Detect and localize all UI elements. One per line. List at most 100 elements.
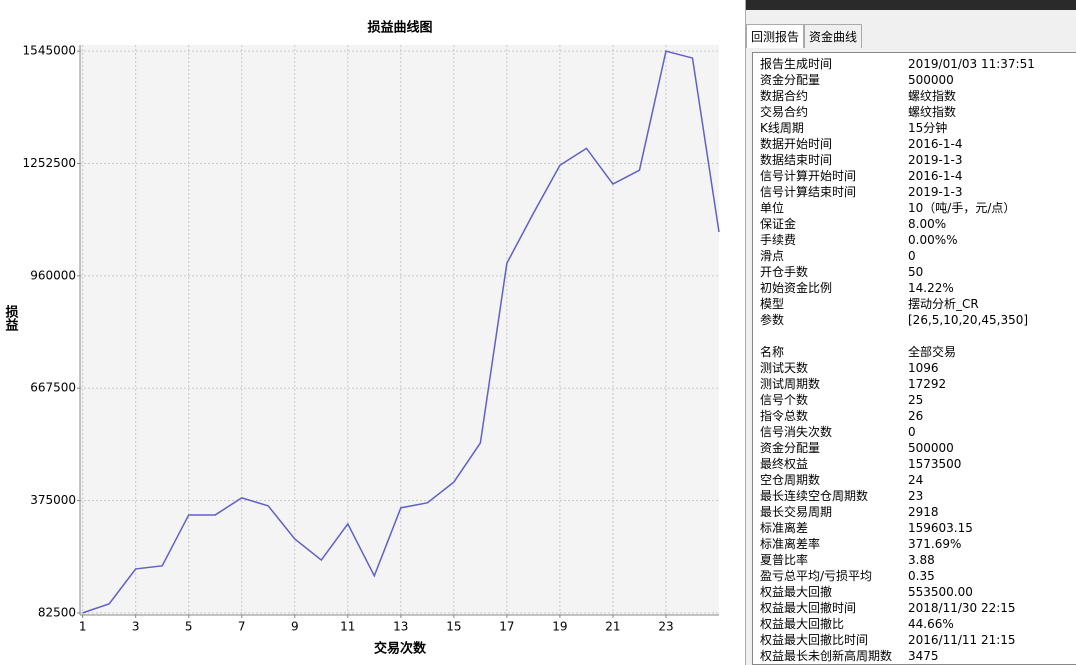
report-value: 螺纹指数: [908, 89, 957, 103]
report-key: 信号计算开始时间: [760, 169, 857, 183]
report-row: 权益最大回撤比时间 2016/11/11 21:15: [753, 632, 1076, 648]
report-key: 空仓周期数: [760, 473, 821, 487]
report-key: 模型: [760, 297, 785, 311]
report-row: 资金分配量 500000: [753, 72, 1076, 88]
report-key: 权益最长未创新高周期数: [760, 649, 893, 663]
report-row: 交易合约 螺纹指数: [753, 104, 1076, 120]
report-key: 指令总数: [760, 409, 809, 423]
report-row: 信号计算结束时间 2019-1-3: [753, 184, 1076, 200]
report-table: 报告生成时间 2019/01/03 11:37:51 资金分配量 500000 数据合约…: [752, 52, 1076, 665]
report-key: 权益最大回撤时间: [760, 601, 857, 615]
report-value: 44.66%: [908, 617, 954, 631]
report-row: 最终权益 1573500: [753, 456, 1076, 472]
x-axis-label: 交易次数: [374, 641, 427, 657]
report-key: 开仓手数: [760, 265, 809, 279]
report-key: 权益最大回撤: [760, 585, 833, 599]
report-row: 数据结束时间 2019-1-3: [753, 152, 1076, 168]
report-value: [26,5,10,20,45,350]: [908, 313, 1029, 327]
report-key: 初始资金比例: [760, 281, 833, 295]
report-value: 24: [908, 473, 924, 487]
report-key: 资金分配量: [760, 441, 821, 455]
y-tick-label: 82500: [38, 605, 76, 619]
report-row: 数据开始时间 2016-1-4: [753, 136, 1076, 152]
chart: 损益曲线图 交易次数 损益 82500 375000 667500 960000 125…: [3, 20, 720, 657]
x-tick-label: 11: [340, 620, 355, 634]
x-tick-label: 5: [185, 620, 193, 634]
report-row: 标准离差 159603.15: [753, 520, 1076, 536]
report-value: 0: [908, 425, 916, 439]
y-tick-label: 375000: [30, 493, 76, 507]
report-value: 26: [908, 409, 924, 423]
report-key: 最长连续空仓周期数: [760, 489, 869, 503]
y-axis-label: 损益: [3, 304, 19, 332]
section-gap: [753, 328, 1076, 344]
report-row: 信号个数 25: [753, 392, 1076, 408]
report-value: 50: [908, 265, 924, 279]
report-value: 0.35: [908, 569, 935, 583]
report-value: 0: [908, 249, 916, 263]
x-tick-label: 3: [132, 620, 140, 634]
report-row: 单位 10（吨/手，元/点）: [753, 200, 1076, 216]
report-value: 1096: [908, 361, 939, 375]
x-tick-label: 21: [605, 620, 620, 634]
title-bar: [746, 0, 1076, 10]
report-value: 2918: [908, 505, 939, 519]
report-value: 371.69%: [908, 537, 962, 551]
report-value: 3.88: [908, 553, 935, 567]
report-key: 名称: [760, 345, 785, 359]
report-value: 2018/11/30 22:15: [908, 601, 1016, 615]
report-key: 保证金: [760, 217, 797, 231]
y-tick-label: 1545000: [23, 44, 76, 58]
report-value: 螺纹指数: [908, 105, 957, 119]
chart-title: 损益曲线图: [367, 20, 432, 36]
report-value: 2016-1-4: [908, 169, 963, 183]
line-series: [82, 50, 720, 614]
report-row: 标准离差率 371.69%: [753, 536, 1076, 552]
report-key: 测试天数: [760, 361, 809, 375]
report-row: 保证金 8.00%: [753, 216, 1076, 232]
report-key: 夏普比率: [760, 553, 809, 567]
y-tick-label: 1252500: [23, 156, 76, 170]
y-tick-label: 960000: [30, 268, 76, 282]
report-row: 信号消失次数 0: [753, 424, 1076, 440]
report-value: 17292: [908, 377, 947, 391]
report-row: 测试周期数 17292: [753, 376, 1076, 392]
report-value: 2016/11/11 21:15: [908, 633, 1016, 647]
x-tick-label: 9: [291, 620, 299, 634]
report-key: 权益最大回撤比时间: [760, 633, 869, 647]
report-key: 参数: [760, 313, 785, 327]
report-key: 标准离差: [760, 521, 809, 535]
report-key: 权益最大回撤比: [760, 617, 845, 631]
report-row: 测试天数 1096: [753, 360, 1076, 376]
x-tick-label: 13: [393, 620, 408, 634]
report-row: 指令总数 26: [753, 408, 1076, 424]
report-value: 8.00%: [908, 217, 947, 231]
report-value: 2019/01/03 11:37:51: [908, 57, 1035, 71]
x-tick-label: 23: [658, 620, 673, 634]
report-row: 报告生成时间 2019/01/03 11:37:51: [753, 56, 1076, 72]
report-row: 初始资金比例 14.22%: [753, 280, 1076, 296]
report-row: K线周期 15分钟: [753, 120, 1076, 136]
report-value: 25: [908, 393, 924, 407]
report-panel: 回测报告 资金曲线 报告生成时间 2019/01/03 11:37:51 资金分配量 5…: [745, 0, 1076, 665]
tabs: 回测报告 资金曲线: [746, 24, 863, 48]
report-key: K线周期: [760, 121, 804, 135]
x-tick-label: 1: [79, 620, 87, 634]
x-tick-label: 15: [446, 620, 461, 634]
report-row: 最长连续空仓周期数 23: [753, 488, 1076, 504]
report-value: 500000: [908, 73, 954, 87]
tab[interactable]: 资金曲线: [804, 24, 863, 48]
report-row: 最长交易周期 2918: [753, 504, 1076, 520]
y-tick-label: 667500: [30, 381, 76, 395]
report-key: 最终权益: [760, 457, 809, 471]
report-key: 单位: [760, 201, 785, 215]
report-key: 信号消失次数: [760, 425, 833, 439]
report-row: 模型 摆动分析_CR: [753, 296, 1076, 312]
report-key: 信号个数: [760, 393, 809, 407]
report-row: 空仓周期数 24: [753, 472, 1076, 488]
report-value: 2019-1-3: [908, 185, 963, 199]
report-key: 资金分配量: [760, 73, 821, 87]
tab[interactable]: 回测报告: [746, 24, 805, 48]
report-row: 开仓手数 50: [753, 264, 1076, 280]
report-key: 盈亏总平均/亏损平均: [760, 569, 873, 583]
